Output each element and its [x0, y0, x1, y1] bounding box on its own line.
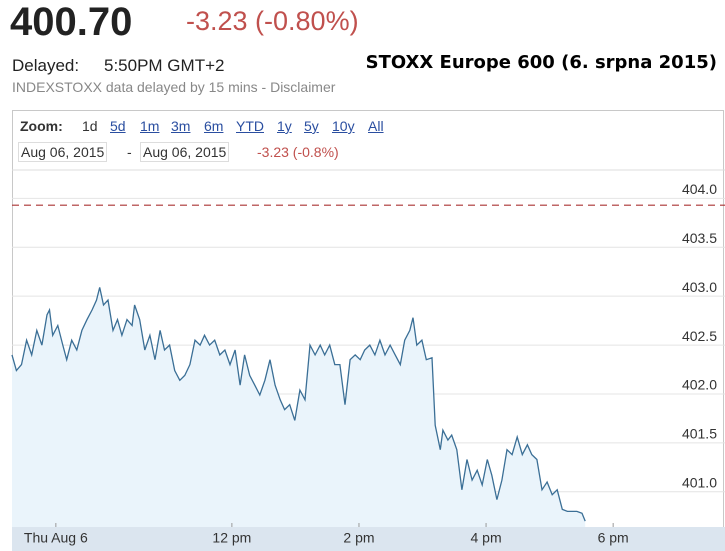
delayed-label: Delayed: — [12, 56, 80, 75]
y-tick-label: 401.0 — [682, 474, 717, 490]
range-to[interactable]: Aug 06, 2015 — [140, 142, 230, 162]
zoom-option[interactable]: 6m — [204, 118, 224, 134]
x-axis-band — [12, 527, 725, 551]
y-tick-label: 404.0 — [682, 181, 717, 197]
zoom-option[interactable]: 1y — [277, 118, 292, 134]
y-tick-label: 402.5 — [682, 328, 717, 344]
price-line — [11, 287, 586, 522]
zoom-label: Zoom: — [20, 118, 63, 134]
zoom-option[interactable]: YTD — [236, 118, 264, 134]
zoom-option[interactable]: 1m — [140, 118, 160, 134]
zoom-option[interactable]: 10y — [332, 118, 355, 134]
area — [12, 287, 586, 527]
price-change: -3.23 (-0.80%) — [186, 6, 359, 36]
zoom-option[interactable]: 5y — [304, 118, 319, 134]
y-tick-label: 403.0 — [682, 279, 717, 295]
x-tick-label: 4 pm — [470, 530, 501, 546]
range-from[interactable]: Aug 06, 2015 — [18, 142, 108, 162]
y-tick-label: 401.5 — [682, 426, 717, 442]
x-tick-label: 12 pm — [212, 530, 251, 546]
disclaimer: INDEXSTOXX data delayed by 15 mins - Dis… — [12, 79, 336, 95]
zoom-option[interactable]: 5d — [110, 118, 126, 134]
y-tick-label: 402.0 — [682, 377, 717, 393]
x-tick-label: Thu Aug 6 — [24, 530, 88, 546]
x-tick-label: 2 pm — [343, 530, 374, 546]
time: 5:50PM GMT+2 — [104, 56, 225, 75]
y-tick-label: 403.5 — [682, 230, 717, 246]
range-separator: - — [127, 144, 132, 160]
zoom-option[interactable]: 1d — [82, 118, 98, 134]
zoom-option[interactable]: All — [368, 118, 384, 134]
title: STOXX Europe 600 (6. srpna 2015) — [365, 52, 717, 73]
range-change: -3.23 (-0.8%) — [257, 144, 339, 160]
price: 400.70 — [10, 0, 133, 44]
x-tick-label: 6 pm — [598, 530, 629, 546]
zoom-option[interactable]: 3m — [171, 118, 191, 134]
